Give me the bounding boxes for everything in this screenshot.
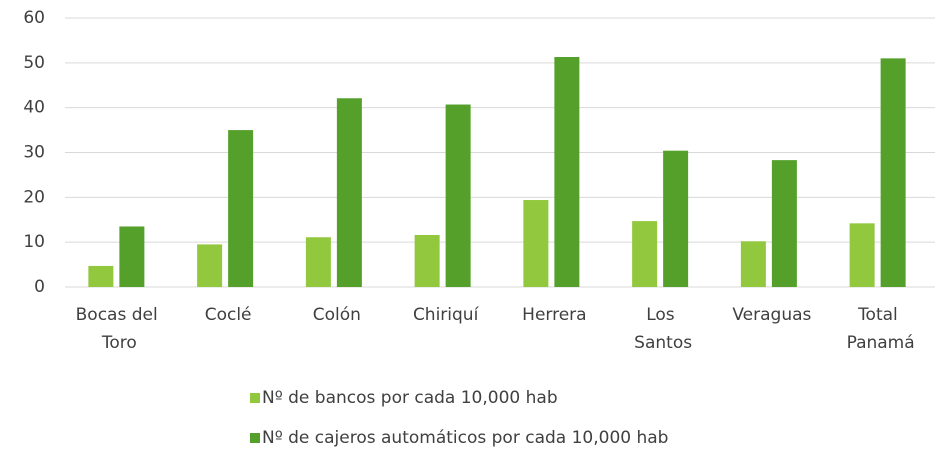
bar [336, 98, 362, 287]
bar [197, 244, 223, 287]
x-tick-label: Total Panamá [847, 305, 915, 353]
y-tick-label: 40 [23, 98, 45, 118]
y-tick-label: 60 [23, 8, 45, 28]
x-tick-label: Colón [313, 305, 361, 325]
legend-swatch [250, 433, 260, 443]
bar [88, 265, 114, 287]
bar [119, 226, 145, 287]
bar [880, 58, 906, 287]
bar [632, 221, 658, 287]
bar [554, 57, 580, 287]
x-tick-label: Veraguas [732, 305, 811, 325]
y-tick-label: 30 [23, 143, 45, 163]
bar [663, 150, 689, 287]
bar [305, 237, 331, 287]
legend-label: Nº de cajeros automáticos por cada 10,00… [262, 428, 668, 448]
bar [771, 160, 797, 287]
bar [228, 130, 254, 287]
bar [445, 104, 471, 287]
x-tick-label: Bocas del Toro [76, 305, 163, 353]
y-tick-label: 50 [23, 53, 45, 73]
bar [849, 223, 875, 287]
bar [414, 234, 440, 287]
bar [740, 241, 766, 287]
y-tick-label: 20 [23, 187, 45, 207]
y-tick-label: 10 [23, 232, 45, 252]
y-tick-label: 0 [34, 277, 45, 297]
legend-label: Nº de bancos por cada 10,000 hab [262, 388, 558, 408]
x-tick-label: Chiriquí [413, 305, 480, 325]
legend-swatch [250, 393, 260, 403]
bar [523, 200, 549, 287]
x-tick-label: Los Santos [634, 305, 692, 353]
x-tick-label: Coclé [205, 305, 252, 325]
x-tick-label: Herrera [522, 305, 586, 325]
